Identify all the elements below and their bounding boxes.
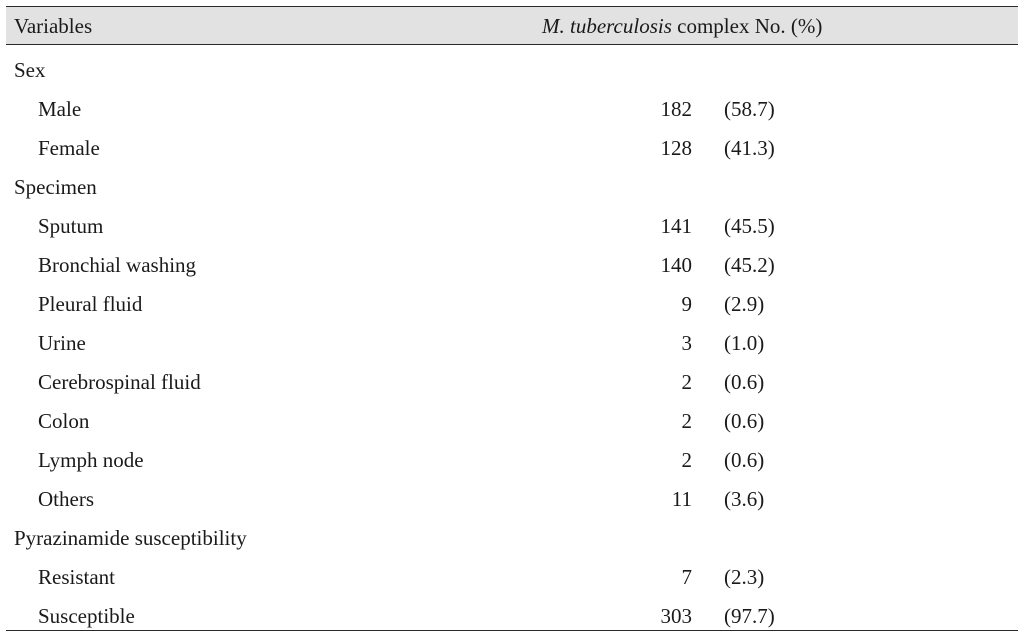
row-percent: (3.6) — [724, 487, 765, 511]
row-percent: (45.5) — [724, 214, 775, 238]
header-rule — [6, 44, 1018, 45]
row-count: 140 — [660, 253, 693, 277]
header-count-column: M. tuberculosis complex No. (%) — [542, 14, 822, 38]
row-label: Lymph node — [38, 448, 144, 472]
row-count: 2 — [681, 448, 693, 472]
row-count: 2 — [681, 409, 693, 433]
row-percent: (41.3) — [724, 136, 775, 160]
row-percent: (45.2) — [724, 253, 775, 277]
row-label: Colon — [38, 409, 90, 433]
row-count: 2 — [681, 370, 693, 394]
row-percent: (58.7) — [724, 97, 775, 121]
row-count: 303 — [660, 604, 693, 628]
row-label: Others — [38, 487, 94, 511]
category-label: Sex — [14, 58, 46, 82]
table-row: Pleural fluid 9 (2.9) — [6, 285, 1018, 324]
header-variables: Variables — [14, 14, 93, 38]
table-row: Sputum 141 (45.5) — [6, 207, 1018, 246]
table-row: Bronchial washing 140 (45.2) — [6, 246, 1018, 285]
row-percent: (2.9) — [724, 292, 765, 316]
row-percent: (97.7) — [724, 604, 775, 628]
row-count: 9 — [681, 292, 693, 316]
table-row: Colon 2 (0.6) — [6, 402, 1018, 441]
table-row: Others 11 (3.6) — [6, 480, 1018, 519]
table-row: Urine 3 (1.0) — [6, 324, 1018, 363]
table-row: Susceptible 303 (97.7) — [6, 597, 1018, 636]
row-label: Female — [38, 136, 100, 160]
header-count-label: complex No. (%) — [671, 14, 823, 38]
row-label: Pleural fluid — [38, 292, 143, 316]
row-count: 128 — [660, 136, 693, 160]
row-count: 141 — [660, 214, 693, 238]
table-header: Variables M. tuberculosis complex No. (%… — [6, 6, 1018, 44]
top-rule — [6, 6, 1018, 7]
row-label: Bronchial washing — [38, 253, 197, 277]
table-row: Lymph node 2 (0.6) — [6, 441, 1018, 480]
row-percent: (0.6) — [724, 448, 765, 472]
category-row: Specimen — [6, 168, 1018, 207]
row-label: Susceptible — [38, 604, 135, 628]
table-row: Cerebrospinal fluid 2 (0.6) — [6, 363, 1018, 402]
category-label: Pyrazinamide susceptibility — [14, 526, 247, 550]
category-row: Sex — [6, 51, 1018, 90]
table-row: Male 182 (58.7) — [6, 90, 1018, 129]
row-label: Urine — [38, 331, 86, 355]
row-count: 7 — [681, 565, 693, 589]
row-label: Sputum — [38, 214, 104, 238]
table-row: Resistant 7 (2.3) — [6, 558, 1018, 597]
bottom-rule — [6, 630, 1018, 631]
row-label: Male — [38, 97, 82, 121]
row-count: 182 — [660, 97, 693, 121]
row-percent: (0.6) — [724, 409, 765, 433]
row-percent: (2.3) — [724, 565, 765, 589]
category-label: Specimen — [14, 175, 97, 199]
row-count: 3 — [681, 331, 693, 355]
row-label: Cerebrospinal fluid — [38, 370, 201, 394]
table-row: Female 128 (41.3) — [6, 129, 1018, 168]
row-label: Resistant — [38, 565, 115, 589]
category-row: Pyrazinamide susceptibility — [6, 519, 1018, 558]
header-organism-name: M. tuberculosis — [542, 14, 672, 38]
row-percent: (1.0) — [724, 331, 765, 355]
row-count: 11 — [671, 487, 692, 511]
row-percent: (0.6) — [724, 370, 765, 394]
